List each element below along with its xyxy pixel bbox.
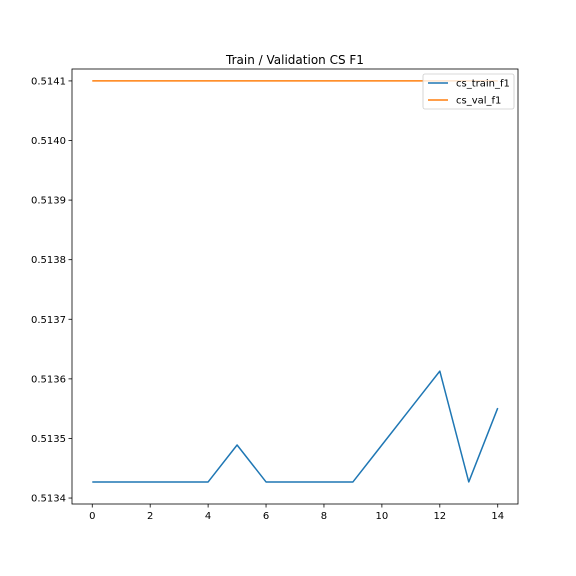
legend: cs_train_f1 cs_val_f1 — [422, 73, 515, 110]
y-tick-label: 0.5141 — [31, 76, 66, 87]
axes-layer: 0 2 4 6 8 10 12 14 0.5134 0.5135 0.5136 0.5137 0.513… — [31, 68, 519, 522]
y-tick-label: 0.5139 — [31, 196, 66, 207]
y-tick-label: 0.5140 — [31, 136, 66, 147]
x-tick-label: 14 — [491, 511, 504, 522]
x-tick-label: 4 — [205, 511, 211, 522]
x-tick-label: 12 — [433, 511, 446, 522]
y-tick-label: 0.5137 — [31, 315, 66, 326]
legend-label-cs_train_f1: cs_train_f1 — [456, 79, 510, 90]
x-tick-label: 8 — [321, 511, 327, 522]
plot-frame — [71, 68, 519, 505]
y-tick-label: 0.5138 — [31, 255, 66, 266]
chart-title: Train / Validation CS F1 — [225, 53, 364, 67]
x-tick-label: 2 — [147, 511, 153, 522]
x-tick-label: 6 — [263, 511, 269, 522]
y-tick-label: 0.5135 — [31, 434, 66, 445]
y-tick-label: 0.5134 — [31, 494, 66, 505]
y-tick-label: 0.5136 — [31, 374, 66, 385]
x-tick-label: 0 — [89, 511, 95, 522]
legend-label-cs_val_f1: cs_val_f1 — [456, 96, 501, 107]
series-layer — [92, 80, 499, 483]
series-line-cs_train_f1 — [92, 370, 499, 483]
x-tick-label: 10 — [376, 511, 389, 522]
